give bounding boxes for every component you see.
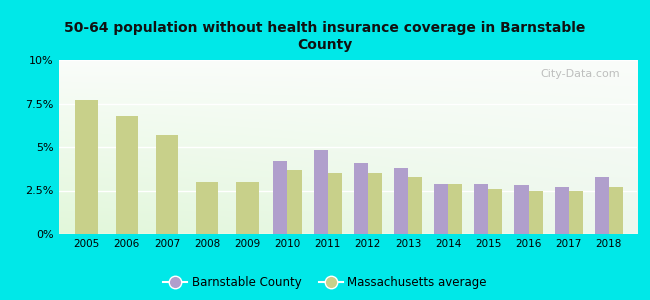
Bar xyxy=(368,173,382,234)
Bar xyxy=(528,190,543,234)
Bar xyxy=(328,173,342,234)
Bar xyxy=(488,189,502,234)
Bar xyxy=(595,177,609,234)
Text: 50-64 population without health insurance coverage in Barnstable
County: 50-64 population without health insuranc… xyxy=(64,21,586,52)
Text: City-Data.com: City-Data.com xyxy=(540,69,619,79)
Bar xyxy=(554,187,569,234)
Bar xyxy=(274,161,287,234)
Bar xyxy=(287,169,302,234)
Bar xyxy=(196,182,218,234)
Bar xyxy=(75,100,98,234)
Bar xyxy=(609,187,623,234)
Bar xyxy=(514,185,528,234)
Bar xyxy=(448,184,462,234)
Bar xyxy=(408,177,422,234)
Bar xyxy=(394,168,408,234)
Bar xyxy=(434,184,448,234)
Bar xyxy=(354,163,368,234)
Legend: Barnstable County, Massachusetts average: Barnstable County, Massachusetts average xyxy=(159,272,491,294)
Bar xyxy=(116,116,138,234)
Bar xyxy=(156,135,178,234)
Bar xyxy=(569,190,583,234)
Bar xyxy=(313,151,328,234)
Bar xyxy=(474,184,488,234)
Bar xyxy=(236,182,259,234)
